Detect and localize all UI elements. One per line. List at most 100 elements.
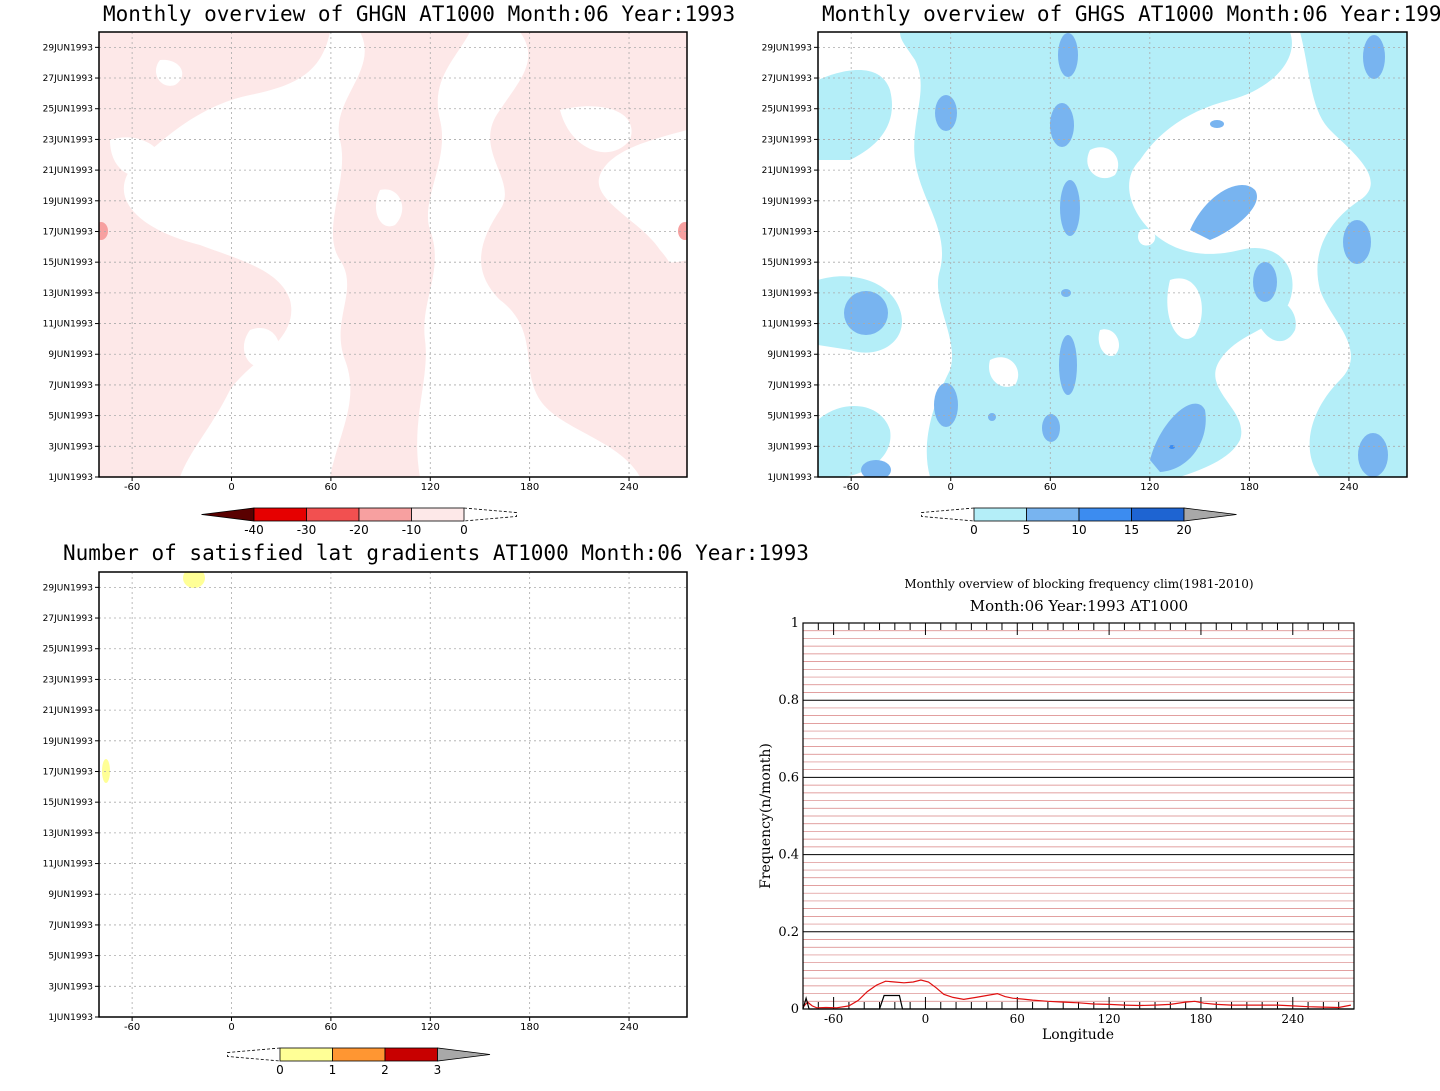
x-tick-label: 0 [228, 482, 234, 493]
x-tick-label: 60 [325, 482, 338, 493]
y-tick-label: 0.6 [778, 770, 799, 785]
y-tick-label: 1JUN1993 [48, 473, 93, 483]
y-tick-label: 15JUN1993 [43, 798, 93, 808]
series-line-0 [802, 979, 1352, 1009]
colorbar-label: 2 [381, 1063, 389, 1077]
ghgs-field-west-top [818, 70, 892, 160]
colorbar-segment [332, 1047, 386, 1062]
colorbar-arrow [201, 507, 255, 522]
freq-ylabel: Frequency(n/month) [758, 743, 774, 889]
y-tick-label: 11JUN1993 [43, 860, 93, 870]
y-tick-label: 23JUN1993 [43, 675, 93, 685]
colorbar-segment [306, 507, 360, 522]
y-tick-label: 23JUN1993 [762, 135, 812, 145]
colorbar-arrow [1183, 507, 1237, 522]
ghgn-grid [99, 32, 687, 477]
lat-blob-top [183, 572, 205, 588]
y-tick-label: 19JUN1993 [762, 197, 812, 207]
colorbar-label: 5 [1023, 523, 1031, 537]
lat-colorbar: 0 1 2 3 [227, 1047, 491, 1077]
colorbar-segment [1078, 507, 1132, 522]
y-tick-label: 25JUN1993 [762, 105, 812, 115]
colorbar-segment [973, 507, 1027, 522]
y-tick-label: 13JUN1993 [762, 289, 812, 299]
y-tick-label: 27JUN1993 [43, 74, 93, 84]
y-tick-label: 17JUN1993 [43, 767, 93, 777]
colorbar-label: -20 [349, 523, 369, 537]
y-tick-label: 29JUN1993 [43, 583, 93, 593]
y-tick-label: 29JUN1993 [43, 43, 93, 53]
x-tick-label: 60 [1044, 482, 1057, 493]
x-tick-label: 60 [1010, 1012, 1025, 1026]
ghgn-heatmap [99, 32, 687, 477]
lat-heatmap [99, 572, 687, 1017]
x-tick-label: 240 [1281, 1012, 1304, 1026]
colorbar-label: 3 [434, 1063, 442, 1077]
y-tick-label: 0.4 [778, 848, 799, 863]
x-tick-label: -60 [124, 482, 140, 493]
y-tick-label: 1 [791, 616, 799, 631]
y-tick-label: 7JUN1993 [767, 381, 812, 391]
y-tick-label: 9JUN1993 [48, 890, 93, 900]
colorbar-segment [1131, 507, 1185, 522]
colorbar-label: 0 [276, 1063, 284, 1077]
ghgn-colorbar: -40 -30 -20 -10 0 [201, 507, 517, 537]
x-tick-label: 120 [421, 482, 440, 493]
ghgs-axes: -60 0 60 120 180 240 1JUN1993 3JUN1993 5JUN1993 7… [762, 43, 1359, 493]
y-tick-label: 11JUN1993 [43, 320, 93, 330]
colorbar-arrow [227, 1047, 281, 1062]
ghgs-title: Monthly overview of GHGS AT1000 Month:06… [822, 2, 1440, 26]
ghgs-heatmap [818, 32, 1407, 477]
ghgn-title: Monthly overview of GHGN AT1000 Month:06… [103, 2, 736, 26]
colorbar-segment [1026, 507, 1080, 522]
colorbar-segment [358, 507, 412, 522]
x-tick-label: 240 [619, 1022, 638, 1033]
colorbar-segment [279, 1047, 333, 1062]
y-tick-label: 11JUN1993 [762, 320, 812, 330]
colorbar-label: 15 [1124, 523, 1139, 537]
y-tick-label: 21JUN1993 [762, 166, 812, 176]
freq-subtitle: Month:06 Year:1993 AT1000 [970, 597, 1188, 615]
colorbar-label: -30 [297, 523, 317, 537]
x-tick-label: 180 [520, 1022, 539, 1033]
lat-axes: -60 0 60 120 180 240 1JUN1993 3JUN1993 5JUN1993 7… [43, 583, 639, 1033]
y-tick-label: 23JUN1993 [43, 135, 93, 145]
y-tick-label: 7JUN1993 [48, 921, 93, 931]
freq-title: Monthly overview of blocking frequency c… [904, 577, 1253, 591]
ghgn-field-east [481, 32, 687, 477]
colorbar-label: 1 [329, 1063, 337, 1077]
x-tick-label: 0 [948, 482, 954, 493]
x-tick-label: 240 [619, 482, 638, 493]
freq-xlabel: Longitude [1042, 1027, 1114, 1043]
x-tick-label: 180 [520, 482, 539, 493]
y-tick-label: 25JUN1993 [43, 105, 93, 115]
colorbar-segment [384, 1047, 438, 1062]
y-tick-label: 7JUN1993 [48, 381, 93, 391]
colorbar-arrow [437, 1047, 491, 1062]
y-tick-label: 25JUN1993 [43, 645, 93, 655]
y-tick-label: 9JUN1993 [767, 350, 812, 360]
y-tick-label: 21JUN1993 [43, 166, 93, 176]
ghgn-axes: -60 0 60 120 180 240 1JUN1993 3JUN1993 5JUN1993 7… [43, 43, 639, 493]
x-tick-label: 0 [228, 1022, 234, 1033]
y-tick-label: 27JUN1993 [43, 614, 93, 624]
x-tick-label: 60 [325, 1022, 338, 1033]
y-tick-label: 15JUN1993 [762, 258, 812, 268]
y-tick-label: 0.8 [778, 693, 799, 708]
lat-grid [99, 572, 687, 1017]
colorbar-label: -10 [402, 523, 422, 537]
x-tick-label: 0 [922, 1012, 930, 1026]
y-tick-label: 0.2 [778, 925, 799, 940]
y-tick-label: 3JUN1993 [767, 442, 812, 452]
x-tick-label: 120 [1098, 1012, 1121, 1026]
y-tick-label: 0 [791, 1002, 799, 1017]
series-line-1 [802, 994, 1354, 1010]
y-tick-label: 3JUN1993 [48, 982, 93, 992]
lat-title: Number of satisfied lat gradients AT1000… [63, 541, 809, 565]
x-tick-label: 120 [1140, 482, 1159, 493]
lat-frame [98, 571, 688, 1018]
y-tick-label: 13JUN1993 [43, 829, 93, 839]
y-tick-label: 17JUN1993 [43, 227, 93, 237]
colorbar-label: -40 [244, 523, 264, 537]
colorbar-arrow [921, 507, 975, 522]
